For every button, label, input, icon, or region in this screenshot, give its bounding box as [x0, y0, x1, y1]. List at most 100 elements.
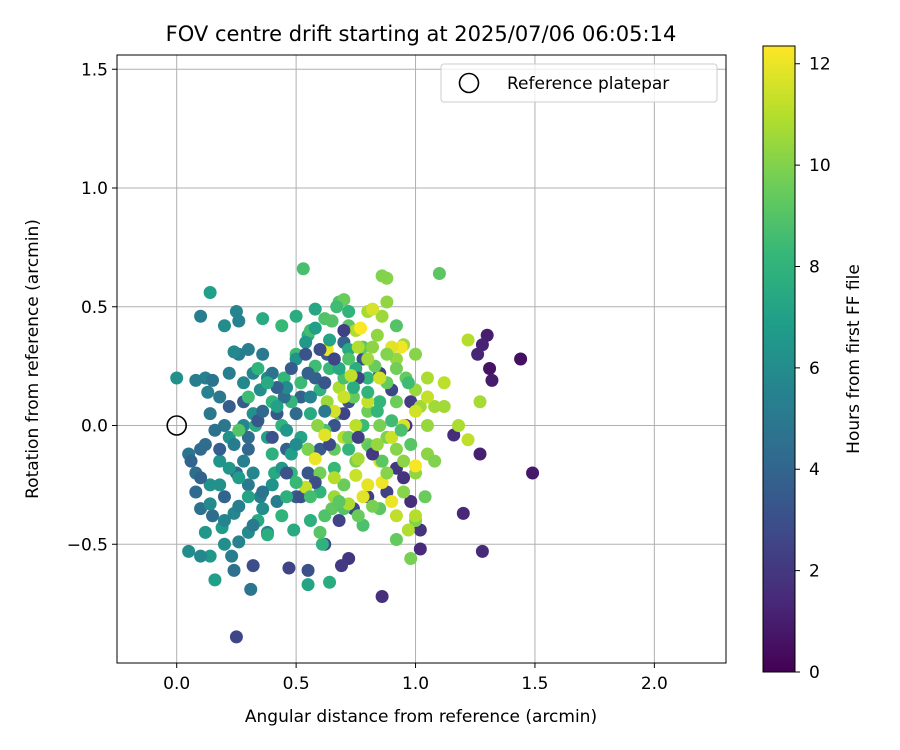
data-point: [351, 452, 365, 466]
data-point: [394, 423, 408, 437]
data-point: [213, 390, 227, 404]
data-point: [241, 430, 255, 444]
data-point: [301, 466, 315, 480]
data-point: [361, 404, 375, 418]
colorbar-tick-label: 0: [809, 663, 820, 683]
data-point: [437, 400, 451, 413]
data-point: [380, 347, 394, 361]
data-point: [284, 362, 298, 375]
y-tick-label: 1.5: [81, 60, 108, 80]
data-point: [437, 376, 451, 390]
data-point: [380, 466, 394, 480]
data-point: [194, 549, 208, 563]
data-point: [452, 419, 466, 432]
legend-reference-marker: [458, 72, 480, 94]
data-point: [213, 478, 227, 492]
data-point: [280, 490, 294, 504]
data-point: [327, 461, 341, 475]
y-axis-ticks: −0.5 0.0 0.5 1.0 1.5: [67, 60, 117, 555]
data-point: [389, 442, 403, 456]
data-point: [232, 535, 246, 549]
legend: Reference platepar: [440, 63, 718, 103]
data-point: [334, 559, 348, 573]
data-point: [404, 438, 418, 451]
data-point: [473, 447, 487, 461]
data-point: [325, 314, 339, 328]
data-point: [213, 442, 227, 456]
data-point: [361, 385, 375, 399]
data-point: [241, 442, 255, 456]
data-point: [217, 537, 231, 551]
colorbar-tick-label: 12: [809, 55, 831, 75]
data-point: [311, 419, 325, 432]
data-point: [217, 514, 231, 527]
x-tick-label: 0.5: [283, 674, 310, 694]
data-point: [389, 533, 403, 546]
data-point: [203, 478, 217, 492]
data-point: [366, 340, 380, 354]
data-point: [303, 390, 317, 404]
data-point: [456, 506, 470, 520]
data-point: [189, 373, 203, 387]
data-point: [366, 499, 380, 513]
data-point: [201, 385, 215, 399]
data-point: [366, 302, 380, 316]
data-point: [420, 390, 434, 404]
data-point: [428, 400, 442, 413]
data-point: [342, 442, 356, 456]
data-point: [432, 267, 446, 280]
data-point: [337, 324, 351, 337]
data-point: [370, 328, 384, 342]
data-point: [256, 347, 270, 361]
data-point: [303, 407, 317, 421]
x-tick-label: 2.0: [641, 674, 668, 694]
data-point: [420, 371, 434, 385]
data-point: [397, 454, 411, 468]
data-point: [313, 343, 327, 356]
data-point: [346, 381, 360, 394]
data-point: [389, 319, 403, 333]
data-point: [394, 340, 408, 354]
data-point: [246, 559, 260, 573]
data-point: [246, 518, 260, 532]
data-point: [241, 390, 255, 404]
legend-box: [440, 63, 718, 103]
data-point: [308, 452, 322, 466]
data-point: [373, 419, 387, 432]
data-point: [275, 509, 289, 523]
data-point: [370, 438, 384, 451]
colorbar-tick-label: 2: [809, 562, 820, 582]
data-point: [294, 376, 308, 390]
data-point: [246, 466, 260, 480]
data-point: [301, 442, 315, 456]
data-point: [461, 433, 475, 447]
data-point: [265, 447, 279, 461]
data-point: [289, 407, 303, 421]
legend-entry-reference-platepar: Reference platepar: [507, 74, 669, 94]
data-point: [389, 395, 403, 409]
data-point: [344, 369, 358, 383]
data-point: [389, 362, 403, 375]
data-point: [327, 471, 341, 485]
data-point: [217, 490, 231, 504]
data-point: [303, 490, 317, 504]
data-point: [260, 376, 274, 390]
x-axis-label: Angular distance from reference (arcmin): [245, 707, 597, 727]
data-point: [225, 549, 239, 563]
grid-lines: [117, 55, 726, 663]
data-point: [213, 454, 227, 468]
colorbar-tick-label: 6: [809, 359, 820, 379]
data-point: [222, 461, 236, 475]
data-point: [203, 497, 217, 511]
x-axis-ticks: 0.0 0.5 1.0 1.5 2.0: [163, 663, 668, 694]
data-point: [301, 366, 315, 380]
data-point: [409, 509, 423, 523]
data-point: [232, 471, 246, 485]
data-point: [313, 525, 327, 539]
data-point: [349, 468, 363, 482]
colorbar-tick-label: 4: [809, 460, 820, 480]
data-point: [420, 419, 434, 432]
data-point: [375, 454, 389, 468]
y-tick-label: 0.5: [81, 298, 108, 318]
